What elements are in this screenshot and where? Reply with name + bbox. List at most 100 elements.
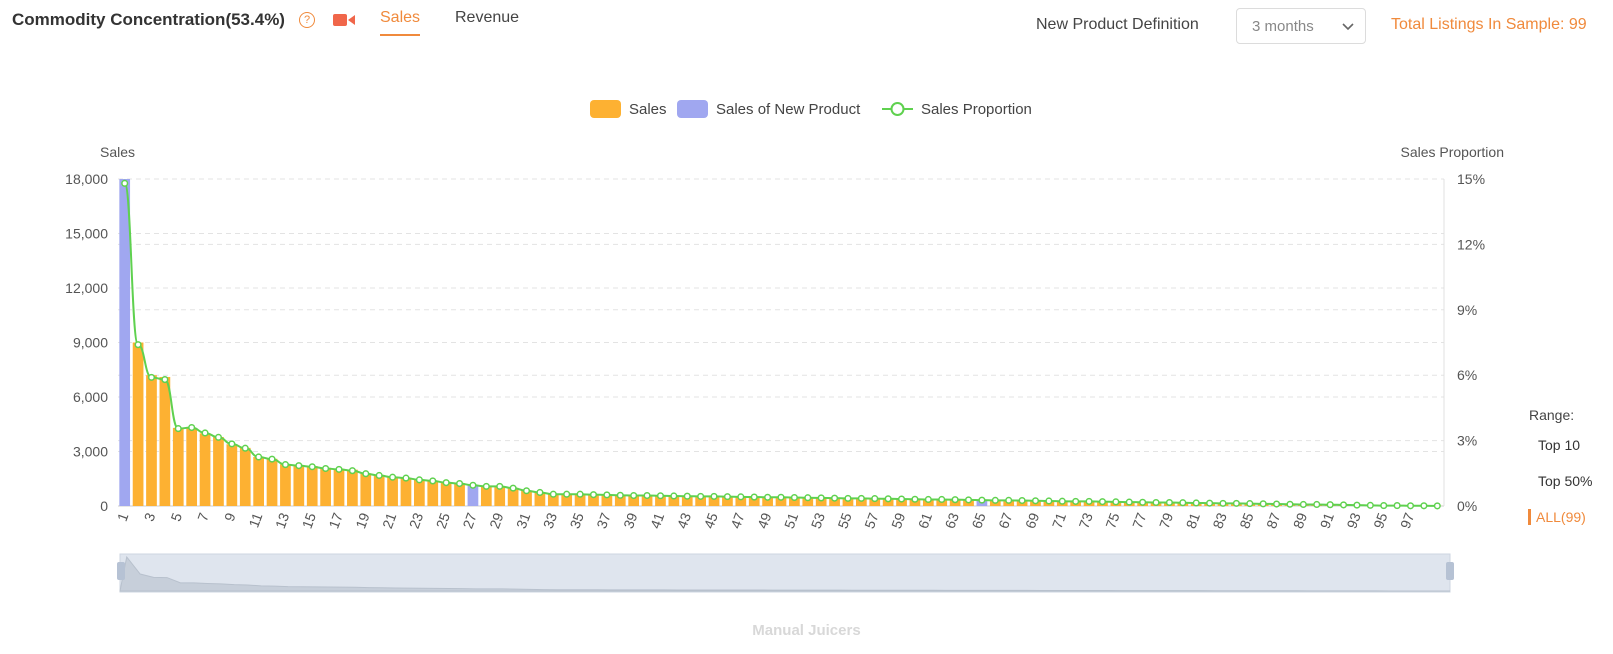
proportion-point <box>630 491 638 500</box>
zoom-handle-right[interactable] <box>1446 562 1454 580</box>
x-tick-label: 41 <box>647 510 667 530</box>
proportion-point <box>255 453 263 461</box>
range-top-10[interactable]: Top 10 <box>1538 437 1581 453</box>
proportion-point <box>455 479 464 488</box>
bar-sales <box>1257 503 1269 506</box>
bar-sales <box>936 499 948 506</box>
proportion-point <box>1045 497 1053 505</box>
select-value: 3 months <box>1252 18 1314 35</box>
bar-sales <box>1110 501 1122 506</box>
bar-sales <box>1123 502 1135 506</box>
bar-sales <box>588 494 599 506</box>
proportion-point <box>1139 498 1147 506</box>
legend-label-proportion: Sales Proportion <box>921 100 1032 118</box>
proportion-point <box>121 179 129 187</box>
bar-sales <box>1056 501 1068 506</box>
proportion-point <box>723 493 731 501</box>
proportion-point <box>871 495 879 503</box>
y-tick-label: 9,000 <box>73 335 108 351</box>
bar-sales <box>387 476 398 506</box>
bar-sales <box>815 497 827 506</box>
bar-sales <box>293 465 305 506</box>
bar-new-product <box>976 500 988 506</box>
bar-sales <box>762 497 773 506</box>
bar-sales <box>1204 503 1215 506</box>
bar-sales <box>1137 502 1148 506</box>
range-all[interactable]: ALL(99) <box>1528 509 1586 525</box>
y2-tick-label: 6% <box>1457 367 1477 383</box>
proportion-point <box>1058 497 1066 505</box>
proportion-point <box>362 470 370 478</box>
tab-sales[interactable]: Sales <box>380 9 421 36</box>
chart-subtitle: Manual Juicers <box>752 622 861 639</box>
proportion-point <box>1433 502 1441 510</box>
bar-sales <box>414 479 425 506</box>
video-camera-icon[interactable] <box>333 14 355 26</box>
proportion-point <box>295 462 303 470</box>
x-tick-label: 87 <box>1263 510 1283 530</box>
proportion-point <box>857 494 865 502</box>
x-tick-label: 31 <box>513 510 533 530</box>
zoom-track[interactable] <box>119 553 1451 593</box>
y-axis-title: Sales <box>100 144 135 160</box>
y2-tick-label: 3% <box>1457 433 1477 449</box>
zoom-handle-left[interactable] <box>117 562 125 580</box>
bar-sales <box>199 433 211 506</box>
x-tick-label: 43 <box>674 510 694 530</box>
chart-title: Commodity Concentration(53.4%) <box>12 10 285 29</box>
bar-sales <box>1351 505 1363 506</box>
bar-sales <box>1043 500 1055 506</box>
bar-sales <box>641 495 653 506</box>
proportion-point <box>228 440 236 448</box>
legend-item-sales[interactable]: Sales <box>590 100 667 118</box>
proportion-point <box>174 425 182 433</box>
bar-sales <box>146 375 157 506</box>
x-tick-label: 9 <box>221 510 239 523</box>
x-tick-label: 47 <box>727 510 747 530</box>
proportion-point <box>576 490 584 498</box>
range-title: Range: <box>1529 407 1575 423</box>
bar-sales <box>1083 501 1095 506</box>
range-top-50[interactable]: Top 50% <box>1538 473 1593 489</box>
tab-revenue[interactable]: Revenue <box>455 9 520 26</box>
legend-item-proportion[interactable]: Sales Proportion <box>882 100 1032 118</box>
bar-new-product <box>119 179 131 506</box>
bar-sales <box>842 498 854 506</box>
proportion-point <box>1246 500 1254 508</box>
x-tick-label: 39 <box>620 510 640 530</box>
proportion-point <box>884 495 892 503</box>
bar-sales <box>722 496 733 506</box>
x-tick-label: 5 <box>167 510 185 523</box>
proportion-point <box>938 495 946 504</box>
proportion-point <box>201 429 209 437</box>
proportion-point <box>522 487 531 495</box>
bar-sales <box>306 466 318 506</box>
bar-sales <box>735 496 747 506</box>
legend-swatch-sales <box>590 100 621 118</box>
bar-sales <box>1298 504 1309 506</box>
question-circle-icon[interactable]: ? <box>299 12 315 28</box>
new-product-definition-select[interactable]: 3 months <box>1236 8 1366 44</box>
x-tick-label: 57 <box>861 510 881 530</box>
bar-sales <box>400 477 412 506</box>
bar-sales <box>1177 502 1189 506</box>
x-tick-label: 83 <box>1209 510 1229 530</box>
proportion-point <box>536 488 544 497</box>
legend-item-new-product[interactable]: Sales of New Product <box>677 100 860 118</box>
x-tick-label: 63 <box>942 510 962 530</box>
proportion-point <box>1339 501 1348 509</box>
proportion-point <box>1031 497 1040 505</box>
x-tick-label: 97 <box>1397 510 1417 530</box>
proportion-point <box>1232 499 1240 507</box>
x-tick-label: 95 <box>1370 510 1390 530</box>
bar-sales <box>239 447 251 506</box>
proportion-point <box>308 463 316 471</box>
bar-sales <box>695 496 706 506</box>
bar-sales <box>789 497 800 506</box>
chevron-down-icon <box>1342 23 1354 31</box>
x-tick-label: 13 <box>272 510 292 530</box>
proportion-point <box>831 494 839 502</box>
data-zoom-slider[interactable] <box>117 553 1454 593</box>
bar-sales <box>266 458 278 506</box>
bar-sales <box>507 487 519 506</box>
